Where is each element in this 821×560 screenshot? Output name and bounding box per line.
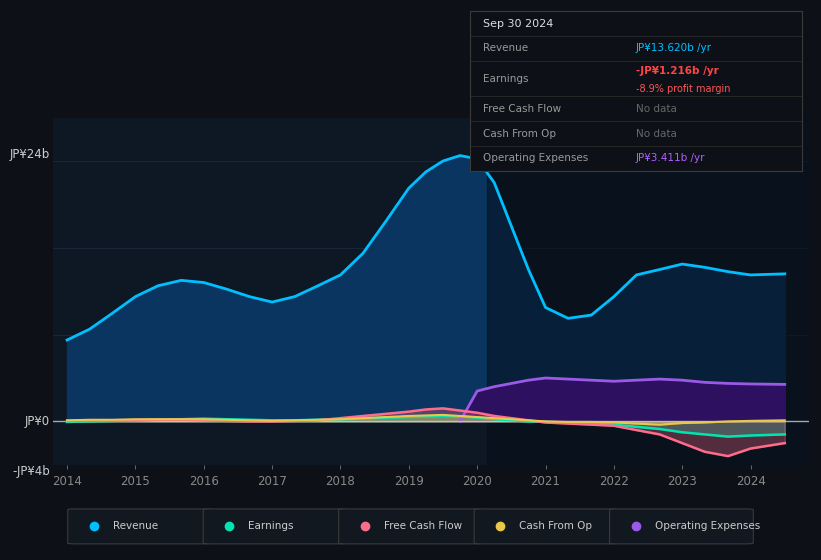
Text: Cash From Op: Cash From Op (483, 129, 556, 138)
Text: -JP¥4b: -JP¥4b (12, 465, 50, 478)
FancyBboxPatch shape (609, 509, 754, 544)
Text: Operating Expenses: Operating Expenses (655, 521, 760, 531)
Text: Operating Expenses: Operating Expenses (483, 153, 588, 164)
FancyBboxPatch shape (338, 509, 482, 544)
Text: JP¥0: JP¥0 (25, 415, 50, 428)
Text: Earnings: Earnings (248, 521, 294, 531)
Text: JP¥24b: JP¥24b (10, 148, 50, 161)
Text: Revenue: Revenue (483, 44, 528, 53)
Text: Free Cash Flow: Free Cash Flow (384, 521, 462, 531)
Text: JP¥3.411b /yr: JP¥3.411b /yr (635, 153, 705, 164)
FancyBboxPatch shape (67, 509, 212, 544)
Text: -JP¥1.216b /yr: -JP¥1.216b /yr (635, 67, 718, 77)
Bar (488, 118, 809, 465)
FancyBboxPatch shape (203, 509, 346, 544)
Text: Cash From Op: Cash From Op (519, 521, 592, 531)
Text: No data: No data (635, 104, 677, 114)
Text: JP¥13.620b /yr: JP¥13.620b /yr (635, 44, 712, 53)
Text: No data: No data (635, 129, 677, 138)
Text: Earnings: Earnings (483, 73, 529, 83)
Text: Free Cash Flow: Free Cash Flow (483, 104, 561, 114)
Text: Sep 30 2024: Sep 30 2024 (483, 18, 553, 29)
FancyBboxPatch shape (475, 509, 617, 544)
Text: -8.9% profit margin: -8.9% profit margin (635, 84, 731, 94)
Text: Revenue: Revenue (112, 521, 158, 531)
